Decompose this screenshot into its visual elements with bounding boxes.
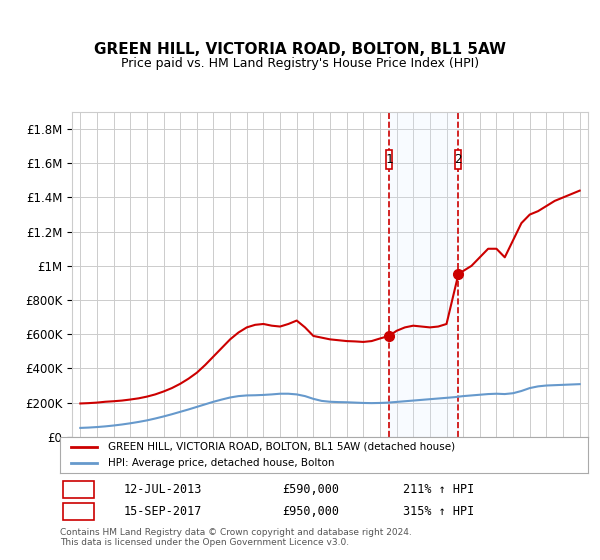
Text: 15-SEP-2017: 15-SEP-2017 [124,505,202,518]
FancyBboxPatch shape [62,503,94,520]
Text: Contains HM Land Registry data © Crown copyright and database right 2024.
This d: Contains HM Land Registry data © Crown c… [60,528,412,547]
Text: 12-JUL-2013: 12-JUL-2013 [124,483,202,496]
Text: GREEN HILL, VICTORIA ROAD, BOLTON, BL1 5AW (detached house): GREEN HILL, VICTORIA ROAD, BOLTON, BL1 5… [107,442,455,452]
Text: GREEN HILL, VICTORIA ROAD, BOLTON, BL1 5AW: GREEN HILL, VICTORIA ROAD, BOLTON, BL1 5… [94,42,506,57]
Text: 211% ↑ HPI: 211% ↑ HPI [403,483,475,496]
Text: Price paid vs. HM Land Registry's House Price Index (HPI): Price paid vs. HM Land Registry's House … [121,57,479,70]
Text: 2: 2 [75,505,82,518]
Text: 1: 1 [75,483,82,496]
Text: 315% ↑ HPI: 315% ↑ HPI [403,505,475,518]
FancyBboxPatch shape [62,480,94,498]
Text: £590,000: £590,000 [282,483,339,496]
Text: 1: 1 [385,153,392,166]
Text: HPI: Average price, detached house, Bolton: HPI: Average price, detached house, Bolt… [107,458,334,468]
Text: £950,000: £950,000 [282,505,339,518]
FancyBboxPatch shape [386,151,392,169]
FancyBboxPatch shape [455,151,461,169]
Bar [389,112,458,437]
Text: 2: 2 [455,153,462,166]
